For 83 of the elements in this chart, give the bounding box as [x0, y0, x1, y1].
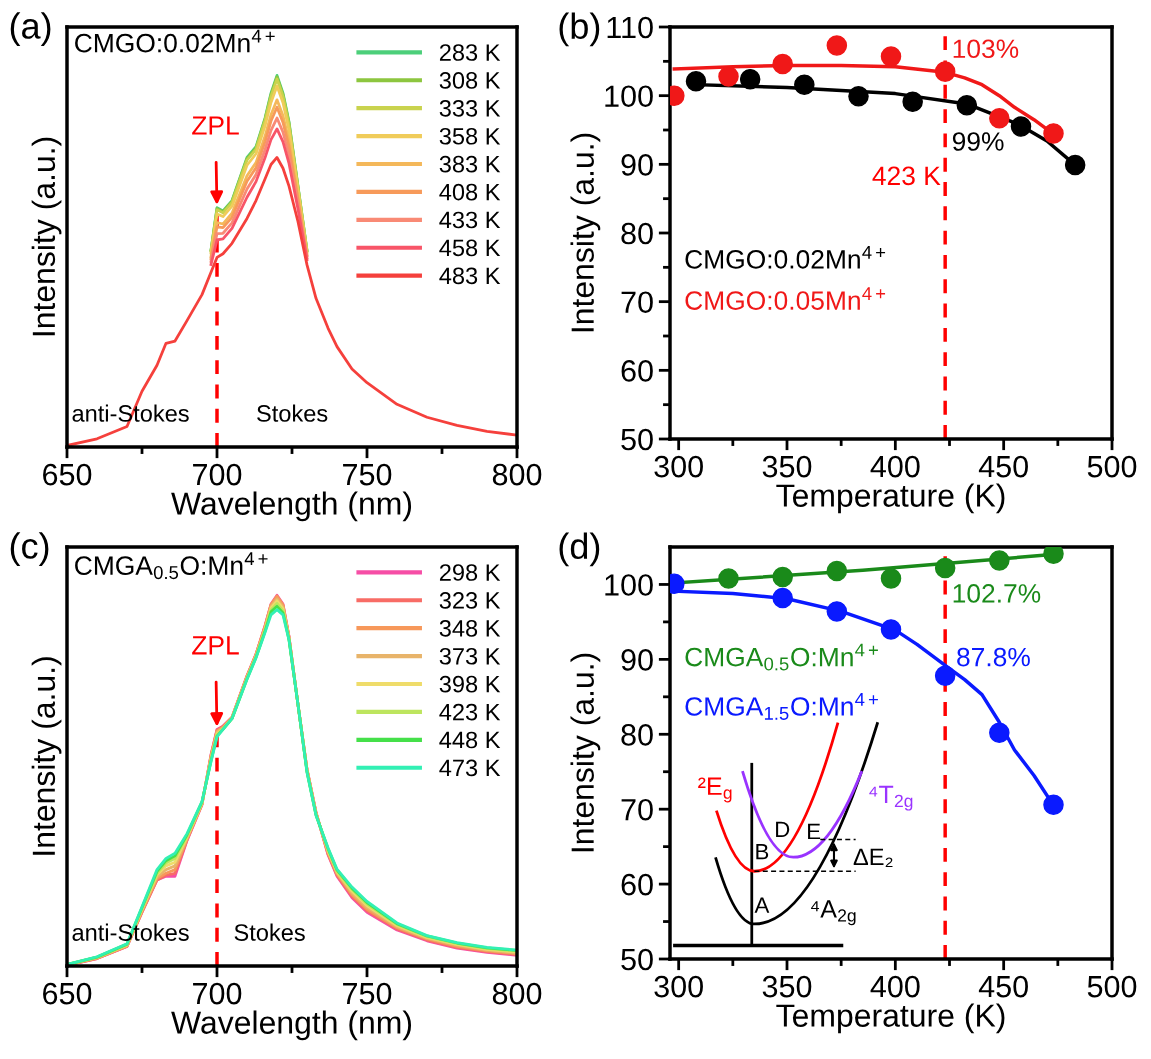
annotation: D: [776, 821, 790, 838]
y-tick-label: 110: [607, 16, 653, 39]
text: (d): [559, 532, 600, 567]
y-axis-title: Intensity (a.u.): [31, 657, 62, 855]
y-tick-label: 70: [621, 291, 653, 314]
ref-line-label: 423 K: [872, 166, 941, 186]
x-tick-label: 750: [343, 463, 392, 486]
chart-title: CMGO:0.02Mn$^{4+}$: [75, 29, 275, 53]
text: (b): [559, 12, 600, 47]
x-tick-label: 500: [1087, 975, 1137, 998]
x-tick-label: 700: [193, 463, 242, 486]
legend-label: 448 K: [439, 731, 501, 749]
y-tick-label: 100: [605, 85, 653, 108]
annotation: Stokes: [257, 404, 328, 422]
x-tick-label: 300: [654, 975, 703, 998]
annotation: ZPL: [192, 116, 239, 135]
chart-title: CMGA$_{0.5}$O:Mn$^{4+}$: [75, 552, 268, 580]
annotation: ²E$_{g}$: [698, 777, 732, 803]
x-axis-title: Wavelength (nm): [171, 491, 412, 522]
text: CMGA$_{0.5}$O:Mn$^{4+}$: [685, 643, 878, 671]
annotation: B: [756, 843, 769, 860]
annotation: 87.8%: [957, 647, 1030, 667]
y-tick-label: 80: [621, 222, 653, 245]
x-tick-label: 400: [870, 975, 920, 998]
y-tick-label: 60: [621, 873, 653, 896]
x-axis-title: Temperature (K): [776, 483, 1005, 514]
legend-label: 358 K: [439, 127, 501, 145]
legend-label: 323 K: [439, 592, 501, 609]
legend-label: 423 K: [439, 703, 501, 721]
legend-label: 348 K: [439, 619, 501, 637]
x-tick-label: 700: [193, 982, 242, 1005]
legend-label: 298 K: [439, 564, 501, 581]
x-tick-label: 800: [492, 982, 542, 1005]
legend-label: 398 K: [439, 675, 501, 693]
annotation: Stokes: [234, 923, 305, 941]
x-tick-label: 500: [1087, 455, 1137, 478]
x-tick-label: 750: [343, 982, 392, 1005]
x-tick-label: 450: [978, 455, 1028, 478]
text: CMGO:0.02Mn$^{4+}$: [685, 245, 886, 269]
x-tick-label: 350: [762, 975, 812, 998]
annotation: ⁴A$_{2g}$: [811, 900, 856, 926]
x-tick-label: 650: [43, 982, 92, 1005]
y-tick-label: 90: [621, 649, 653, 671]
legend-label: 308 K: [439, 72, 501, 89]
y-tick-label: 50: [621, 948, 653, 971]
x-tick-label: 400: [870, 455, 920, 478]
text: CMGA$_{1.5}$O:Mn$^{4+}$: [685, 693, 878, 720]
annotation: 102.7%: [953, 584, 1041, 603]
x-axis-title: Wavelength (nm): [171, 1010, 412, 1041]
legend-label: 283 K: [439, 44, 501, 61]
annotation: E: [808, 823, 821, 840]
y-axis-title: Intensity (a.u.): [570, 653, 601, 852]
legend-label: 408 K: [439, 183, 501, 201]
y-axis-title: Intensity (a.u.): [31, 137, 62, 336]
annotation: 103%: [953, 39, 1019, 59]
x-tick-label: 350: [762, 455, 812, 478]
annotation: ZPL: [192, 636, 239, 655]
annotation: A: [754, 897, 770, 913]
legend-label: 458 K: [439, 239, 501, 257]
annotation: 99%: [952, 132, 1004, 151]
legend-label: 433 K: [439, 211, 501, 229]
y-tick-label: 70: [621, 798, 653, 821]
y-tick-label: 90: [621, 154, 653, 176]
y-tick-label: 60: [621, 360, 653, 382]
x-tick-label: 450: [978, 975, 1028, 998]
y-tick-label: 100: [605, 574, 653, 596]
legend-label: 483 K: [439, 267, 501, 285]
text: (c): [10, 532, 49, 566]
x-axis-title: Temperature (K): [776, 1003, 1005, 1034]
legend-label: 383 K: [439, 155, 501, 173]
x-tick-label: 650: [43, 463, 92, 486]
x-tick-label: 300: [654, 455, 703, 478]
y-tick-label: 50: [621, 428, 653, 451]
text: CMGO:0.05Mn$^{4+}$: [685, 287, 886, 310]
annotation: ΔE₂: [853, 848, 893, 868]
y-axis-title: Intensity (a.u.): [570, 133, 601, 332]
x-tick-label: 800: [492, 463, 542, 486]
legend-label: 333 K: [439, 99, 501, 117]
legend-label: 373 K: [439, 647, 501, 665]
y-tick-label: 80: [621, 724, 653, 746]
legend-label: 473 K: [439, 759, 501, 777]
annotation: ⁴T$_{2g}$: [869, 785, 913, 811]
text: (a): [10, 12, 51, 46]
